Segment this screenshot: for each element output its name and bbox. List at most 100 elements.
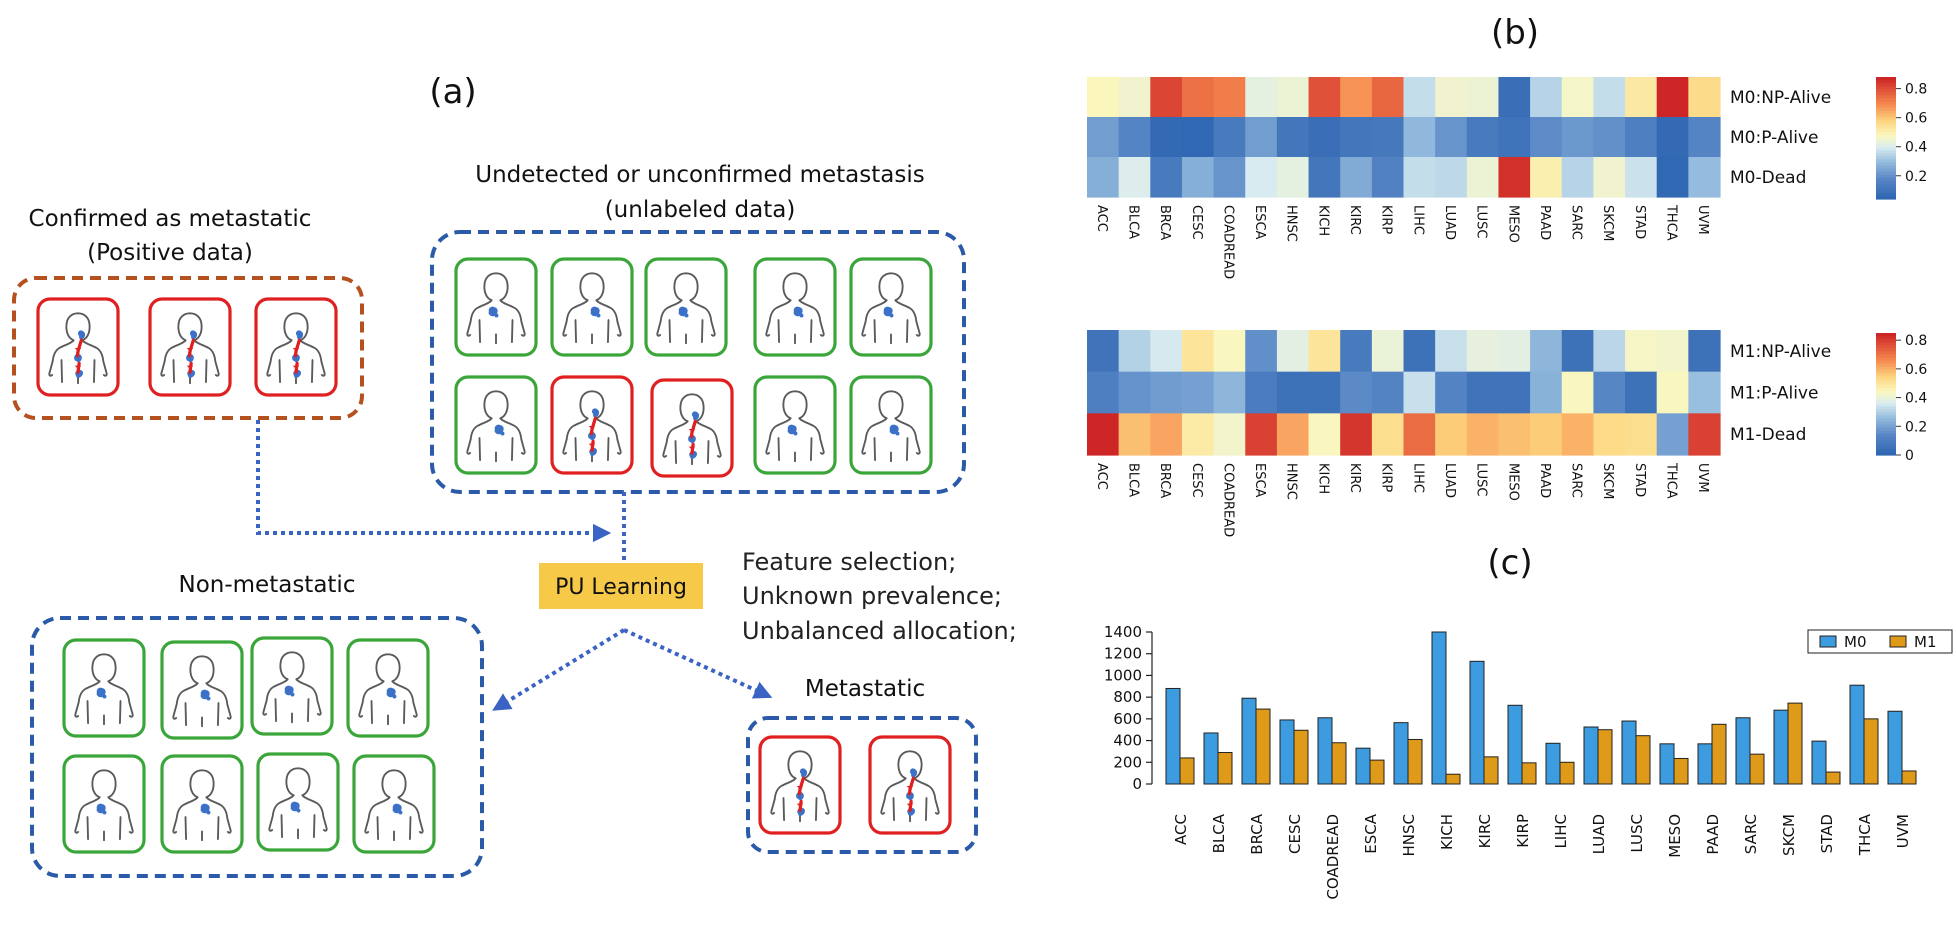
heatmap-column-label: BLCA bbox=[1125, 205, 1140, 239]
colorbar-segment bbox=[1876, 378, 1896, 383]
colorbar-segment bbox=[1876, 134, 1896, 139]
heatmap-cell bbox=[1593, 117, 1626, 158]
heatmap-column-label: CESC bbox=[1189, 205, 1204, 240]
colorbar-segment bbox=[1876, 107, 1896, 112]
colorbar-segment bbox=[1876, 351, 1896, 355]
y-axis-tick-label: 800 bbox=[1113, 688, 1142, 706]
bar-m1 bbox=[1331, 742, 1347, 785]
heatmap-cell bbox=[1466, 117, 1500, 158]
colorbar-segment bbox=[1876, 156, 1896, 160]
unlabeled-group-box bbox=[430, 230, 966, 494]
heatmap-cell bbox=[1466, 77, 1500, 118]
bar-m0 bbox=[1393, 722, 1409, 785]
colorbar-segment bbox=[1876, 333, 1896, 337]
heatmap-column-label: UVM bbox=[1695, 205, 1710, 235]
colorbar-segment bbox=[1876, 427, 1896, 432]
non-metastatic-person-card bbox=[62, 638, 146, 738]
non-metastatic-card-frame bbox=[454, 257, 538, 357]
bar-m1 bbox=[1711, 723, 1727, 785]
colorbar-segment bbox=[1876, 339, 1896, 343]
colorbar-tick-label: 0.8 bbox=[1905, 333, 1927, 349]
heatmap-cell bbox=[1181, 117, 1215, 158]
heatmap-column-label: BRCA bbox=[1157, 205, 1172, 240]
heatmap-column-label: ACC bbox=[1094, 205, 1109, 232]
colorbar-tick-label: 0.8 bbox=[1905, 82, 1927, 98]
colorbar-segment bbox=[1876, 430, 1896, 435]
heatmap-column-label: LUSC bbox=[1474, 463, 1489, 496]
colorbar-segment bbox=[1876, 98, 1896, 102]
heatmap-cell bbox=[1087, 77, 1120, 118]
y-axis-tick-label: 0 bbox=[1132, 775, 1142, 793]
heatmap-m0: M0:NP-Alive M0:P-Alive M0-Dead ACC BLCA BRCA C… bbox=[1087, 77, 1927, 279]
non-metastatic-person-card bbox=[753, 375, 837, 475]
x-axis-tick-label: THCA bbox=[1856, 813, 1874, 856]
heatmap-row-label: M0-Dead bbox=[1730, 168, 1806, 188]
colorbar-segment bbox=[1876, 445, 1896, 450]
heatmap-cell bbox=[1245, 413, 1278, 456]
heatmap-cell bbox=[1308, 117, 1341, 158]
x-axis-tick-label: SKCM bbox=[1780, 814, 1798, 856]
heatmap-cell bbox=[1435, 413, 1468, 456]
heatmap-cell bbox=[1593, 330, 1626, 373]
pu-learning-box bbox=[539, 563, 703, 609]
heatmap-cell bbox=[1087, 371, 1120, 414]
colorbar-segment bbox=[1876, 345, 1896, 349]
colorbar-segment bbox=[1876, 336, 1896, 340]
heatmap-row-label: M1:P-Alive bbox=[1730, 384, 1818, 404]
heatmap-cell bbox=[1308, 157, 1341, 198]
colorbar-segment bbox=[1876, 147, 1896, 151]
x-axis-tick-label: ESCA bbox=[1362, 813, 1380, 853]
bar-m1 bbox=[1445, 773, 1461, 785]
colorbar-segment bbox=[1876, 369, 1896, 374]
heatmap-column-label: HNSC bbox=[1284, 205, 1299, 242]
bar-m1 bbox=[1635, 735, 1651, 785]
heatmap-cell bbox=[1245, 330, 1278, 373]
colorbar-tick-label: 0.6 bbox=[1905, 362, 1927, 378]
heatmap-cell bbox=[1371, 330, 1405, 373]
bar-m0 bbox=[1621, 720, 1637, 785]
non-metastatic-person-card bbox=[160, 754, 244, 854]
metastatic-person-card bbox=[550, 375, 634, 475]
colorbar-tick-label: 0 bbox=[1905, 448, 1914, 464]
heatmap-cell bbox=[1181, 157, 1215, 198]
colorbar-segment bbox=[1876, 186, 1896, 191]
colorbar-segment bbox=[1876, 119, 1896, 124]
heatmap-row-label: M0:P-Alive bbox=[1730, 128, 1818, 148]
heatmap-cell bbox=[1561, 330, 1594, 373]
colorbar-segment bbox=[1876, 342, 1896, 346]
heatmap-cell bbox=[1593, 157, 1626, 198]
bar-m0 bbox=[1203, 732, 1219, 785]
heatmap-cell bbox=[1688, 77, 1721, 118]
heatmap-column-label: MESO bbox=[1505, 205, 1520, 243]
heatmap-cell bbox=[1276, 330, 1310, 373]
colorbar-tick-label: 0.2 bbox=[1905, 419, 1927, 435]
heatmap-column-label: KICH bbox=[1315, 205, 1330, 236]
bar-m0 bbox=[1431, 631, 1447, 785]
colorbar-segment bbox=[1876, 183, 1896, 188]
heatmap-cell bbox=[1688, 330, 1721, 373]
heatmap-cell bbox=[1276, 117, 1310, 158]
colorbar-segment bbox=[1876, 400, 1896, 404]
bar-m1 bbox=[1293, 729, 1309, 785]
heatmap-cell bbox=[1688, 371, 1721, 414]
heatmap-cell bbox=[1435, 330, 1468, 373]
arrow-pu-to-metastatic bbox=[623, 628, 773, 699]
heatmap-cell bbox=[1150, 157, 1183, 198]
metastatic-person-card bbox=[868, 735, 952, 835]
positive-group-title-line1: Confirmed as metastatic bbox=[29, 206, 312, 232]
legend-swatch-m0 bbox=[1819, 635, 1837, 648]
non-metastatic-person-card bbox=[352, 754, 436, 854]
bar-m0 bbox=[1469, 660, 1485, 785]
y-axis-tick-label: 1000 bbox=[1104, 666, 1142, 684]
non-metastatic-card-frame bbox=[644, 257, 728, 357]
x-axis-tick-label: KICH bbox=[1438, 814, 1456, 850]
heatmap-column-label: KIRC bbox=[1347, 205, 1362, 235]
heatmap-column-label: LUAD bbox=[1442, 205, 1457, 240]
colorbar-segment bbox=[1876, 439, 1896, 444]
heatmap-cell bbox=[1276, 413, 1310, 456]
metastatic-person-card bbox=[148, 297, 232, 397]
heatmap-cell bbox=[1625, 157, 1658, 198]
heatmap-cell bbox=[1087, 330, 1120, 373]
colorbar-segment bbox=[1876, 375, 1896, 380]
heatmap-cell bbox=[1498, 413, 1531, 456]
